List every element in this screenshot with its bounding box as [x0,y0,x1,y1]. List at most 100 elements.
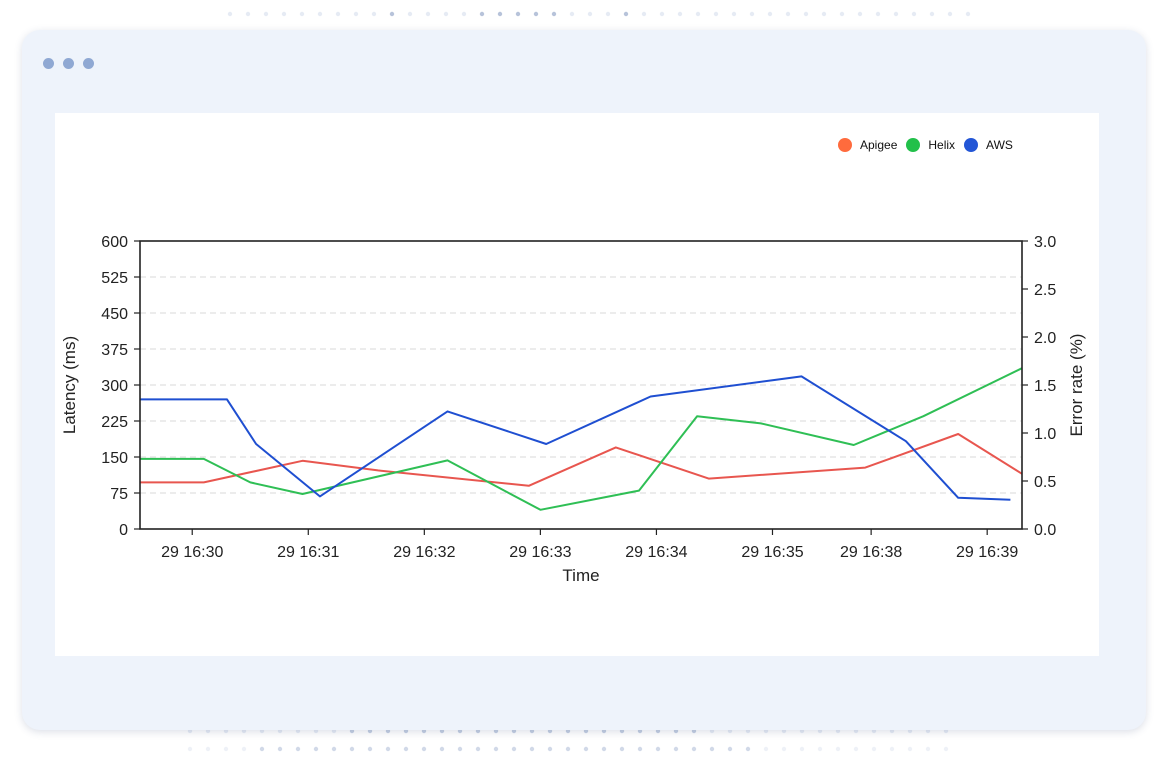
x-tick-label: 29 16:35 [741,544,803,561]
legend-item-apigee[interactable]: Apigee [838,138,897,152]
decorative-dot [623,11,629,17]
y-tick-label: 0 [119,522,128,539]
decorative-dot [929,11,935,17]
decorative-dot [277,746,283,752]
decorative-dot [911,11,917,17]
decorative-dot [551,11,557,17]
x-tick-label: 29 16:34 [625,544,687,561]
decorative-dot [493,746,499,752]
x-tick-label: 29 16:32 [393,544,455,561]
line-chart: 0 75 150 225 300 375 450 525 600 0.0 0.5 1.0 1.5 2.0 2… [60,234,1086,585]
legend-label: Helix [928,138,956,152]
decorative-dot [709,746,715,752]
series-lines [140,367,1023,511]
decorative-dot [299,11,305,17]
window-control-dot[interactable] [63,58,74,69]
y-tick-label: 300 [101,378,128,395]
decorative-dot [367,746,373,752]
decorative-dot [515,11,521,17]
legend-swatch-icon [906,138,921,152]
decorative-dot [713,11,719,17]
decorative-dot [227,11,233,17]
legend-label: Apigee [860,138,898,152]
decorative-dot [947,11,953,17]
chart-panel: 0 75 150 225 300 375 450 525 600 0.0 0.5 1.0 1.5 2.0 2… [55,113,1099,656]
decorative-dot [857,11,863,17]
decorative-dot [587,11,593,17]
decorative-dot [691,746,697,752]
legend-item-aws[interactable]: AWS [964,138,1013,152]
decorative-dot [335,11,341,17]
y2-axis-label: Error rate (%) [1067,334,1086,437]
x-tick-label: 29 16:33 [509,544,571,561]
legend-item-helix[interactable]: Helix [906,138,955,152]
series-line-helix [140,367,1023,511]
decorative-dot [475,746,481,752]
y-tick-label: 600 [101,234,128,251]
decorative-dot [403,746,409,752]
axes [134,240,1028,535]
decorative-dot [965,11,971,17]
decorative-dot [749,11,755,17]
app-window: 0 75 150 225 300 375 450 525 600 0.0 0.5 1.0 1.5 2.0 2… [22,30,1146,730]
decorative-dot [205,746,211,752]
y-tick-label: 375 [101,342,128,359]
decorative-dot [821,11,827,17]
decorative-dot [695,11,701,17]
decorative-dot [439,746,445,752]
y2-tick-label: 1.5 [1034,378,1056,395]
y-tick-label: 75 [110,486,128,503]
decorative-dot [803,11,809,17]
y-tick-label: 150 [101,450,128,467]
decorative-dot [281,11,287,17]
decorative-dot [443,11,449,17]
decorative-dot [677,11,683,17]
window-control-dot[interactable] [43,58,54,69]
y2-tick-label: 0.0 [1034,522,1056,539]
decorative-dot [385,746,391,752]
decorative-dot [317,11,323,17]
decorative-dot [371,11,377,17]
decorative-dot [893,11,899,17]
x-tick-label: 29 16:39 [956,544,1018,561]
decorative-dot [745,746,751,752]
legend-swatch-icon [964,138,979,152]
decorative-dot [313,746,319,752]
x-axis-label: Time [562,566,599,585]
decorative-dot [263,11,269,17]
decorative-dot [479,11,485,17]
decorative-dot [817,746,823,752]
decorative-dot [727,746,733,752]
series-line-aws [140,375,1011,501]
y-tick-label: 225 [101,414,128,431]
decorative-dot [619,746,625,752]
series-line-apigee [140,433,1023,487]
grid-lines [140,276,1022,494]
decorative-dot [533,11,539,17]
y-axis-label: Latency (ms) [60,336,79,434]
decorative-dot [497,11,503,17]
y2-tick-label: 2.5 [1034,282,1056,299]
decorative-dot [565,746,571,752]
decorative-dot [601,746,607,752]
decorative-dot [875,11,881,17]
decorative-dot [889,746,895,752]
y2-tick-label: 0.5 [1034,474,1056,491]
y2-tick-label: 3.0 [1034,234,1056,251]
decorative-dot [223,746,229,752]
decorative-dot [511,746,517,752]
decorative-dot [781,746,787,752]
decorative-dot [763,746,769,752]
window-control-dot[interactable] [83,58,94,69]
decorative-dot [569,11,575,17]
decorative-dot [605,11,611,17]
decorative-dot [547,746,553,752]
legend-label: AWS [986,138,1013,152]
decorative-dot [295,746,301,752]
decorative-dot [839,11,845,17]
x-tick-label: 29 16:38 [840,544,902,561]
decorative-dot [785,11,791,17]
decorative-dot [457,746,463,752]
decorative-dot [731,11,737,17]
